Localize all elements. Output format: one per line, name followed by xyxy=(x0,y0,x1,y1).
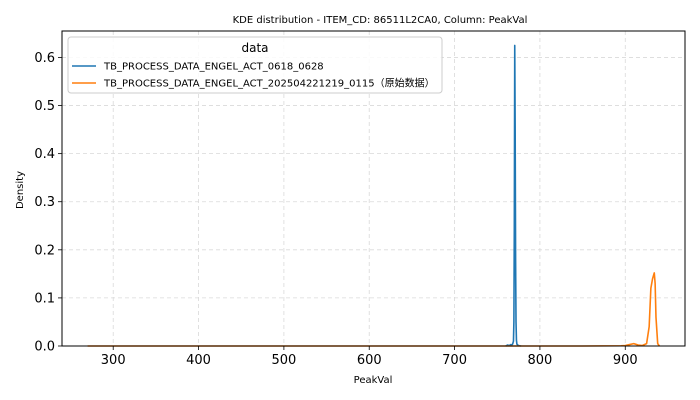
series-line-1 xyxy=(505,44,522,347)
x-tick-label: 900 xyxy=(613,353,638,368)
chart-title: KDE distribution - ITEM_CD: 86511L2CA0, … xyxy=(233,15,528,26)
x-axis-label: PeakVal xyxy=(354,375,393,386)
y-tick-label: 0.1 xyxy=(34,291,55,306)
series-line-2 xyxy=(87,272,661,347)
y-tick-label: 0.3 xyxy=(34,195,55,210)
legend-title: data xyxy=(241,41,268,55)
legend: data TB_PROCESS_DATA_ENGEL_ACT_0618_0628 T… xyxy=(67,36,443,94)
x-tick-label: 600 xyxy=(357,353,382,368)
y-axis-ticks: 0.0 0.1 0.2 0.3 0.4 0.5 0.6 xyxy=(34,51,62,355)
x-tick-label: 800 xyxy=(528,353,553,368)
legend-entry-1: TB_PROCESS_DATA_ENGEL_ACT_0618_0628 xyxy=(103,62,324,73)
x-tick-label: 500 xyxy=(271,353,296,368)
legend-box xyxy=(67,36,443,94)
legend-entry-2: TB_PROCESS_DATA_ENGEL_ACT_202504221219_0… xyxy=(103,77,435,90)
y-axis-label: Density xyxy=(15,171,26,209)
x-tick-label: 300 xyxy=(101,353,126,368)
y-tick-label: 0.0 xyxy=(34,340,55,355)
y-tick-label: 0.5 xyxy=(34,99,55,114)
y-tick-label: 0.6 xyxy=(34,51,55,66)
x-tick-label: 400 xyxy=(186,353,211,368)
axes-frame xyxy=(61,30,686,347)
x-axis-ticks: 300 400 500 600 700 800 900 xyxy=(101,346,638,368)
y-tick-label: 0.2 xyxy=(34,243,55,258)
y-tick-label: 0.4 xyxy=(34,147,55,162)
x-tick-label: 700 xyxy=(442,353,467,368)
